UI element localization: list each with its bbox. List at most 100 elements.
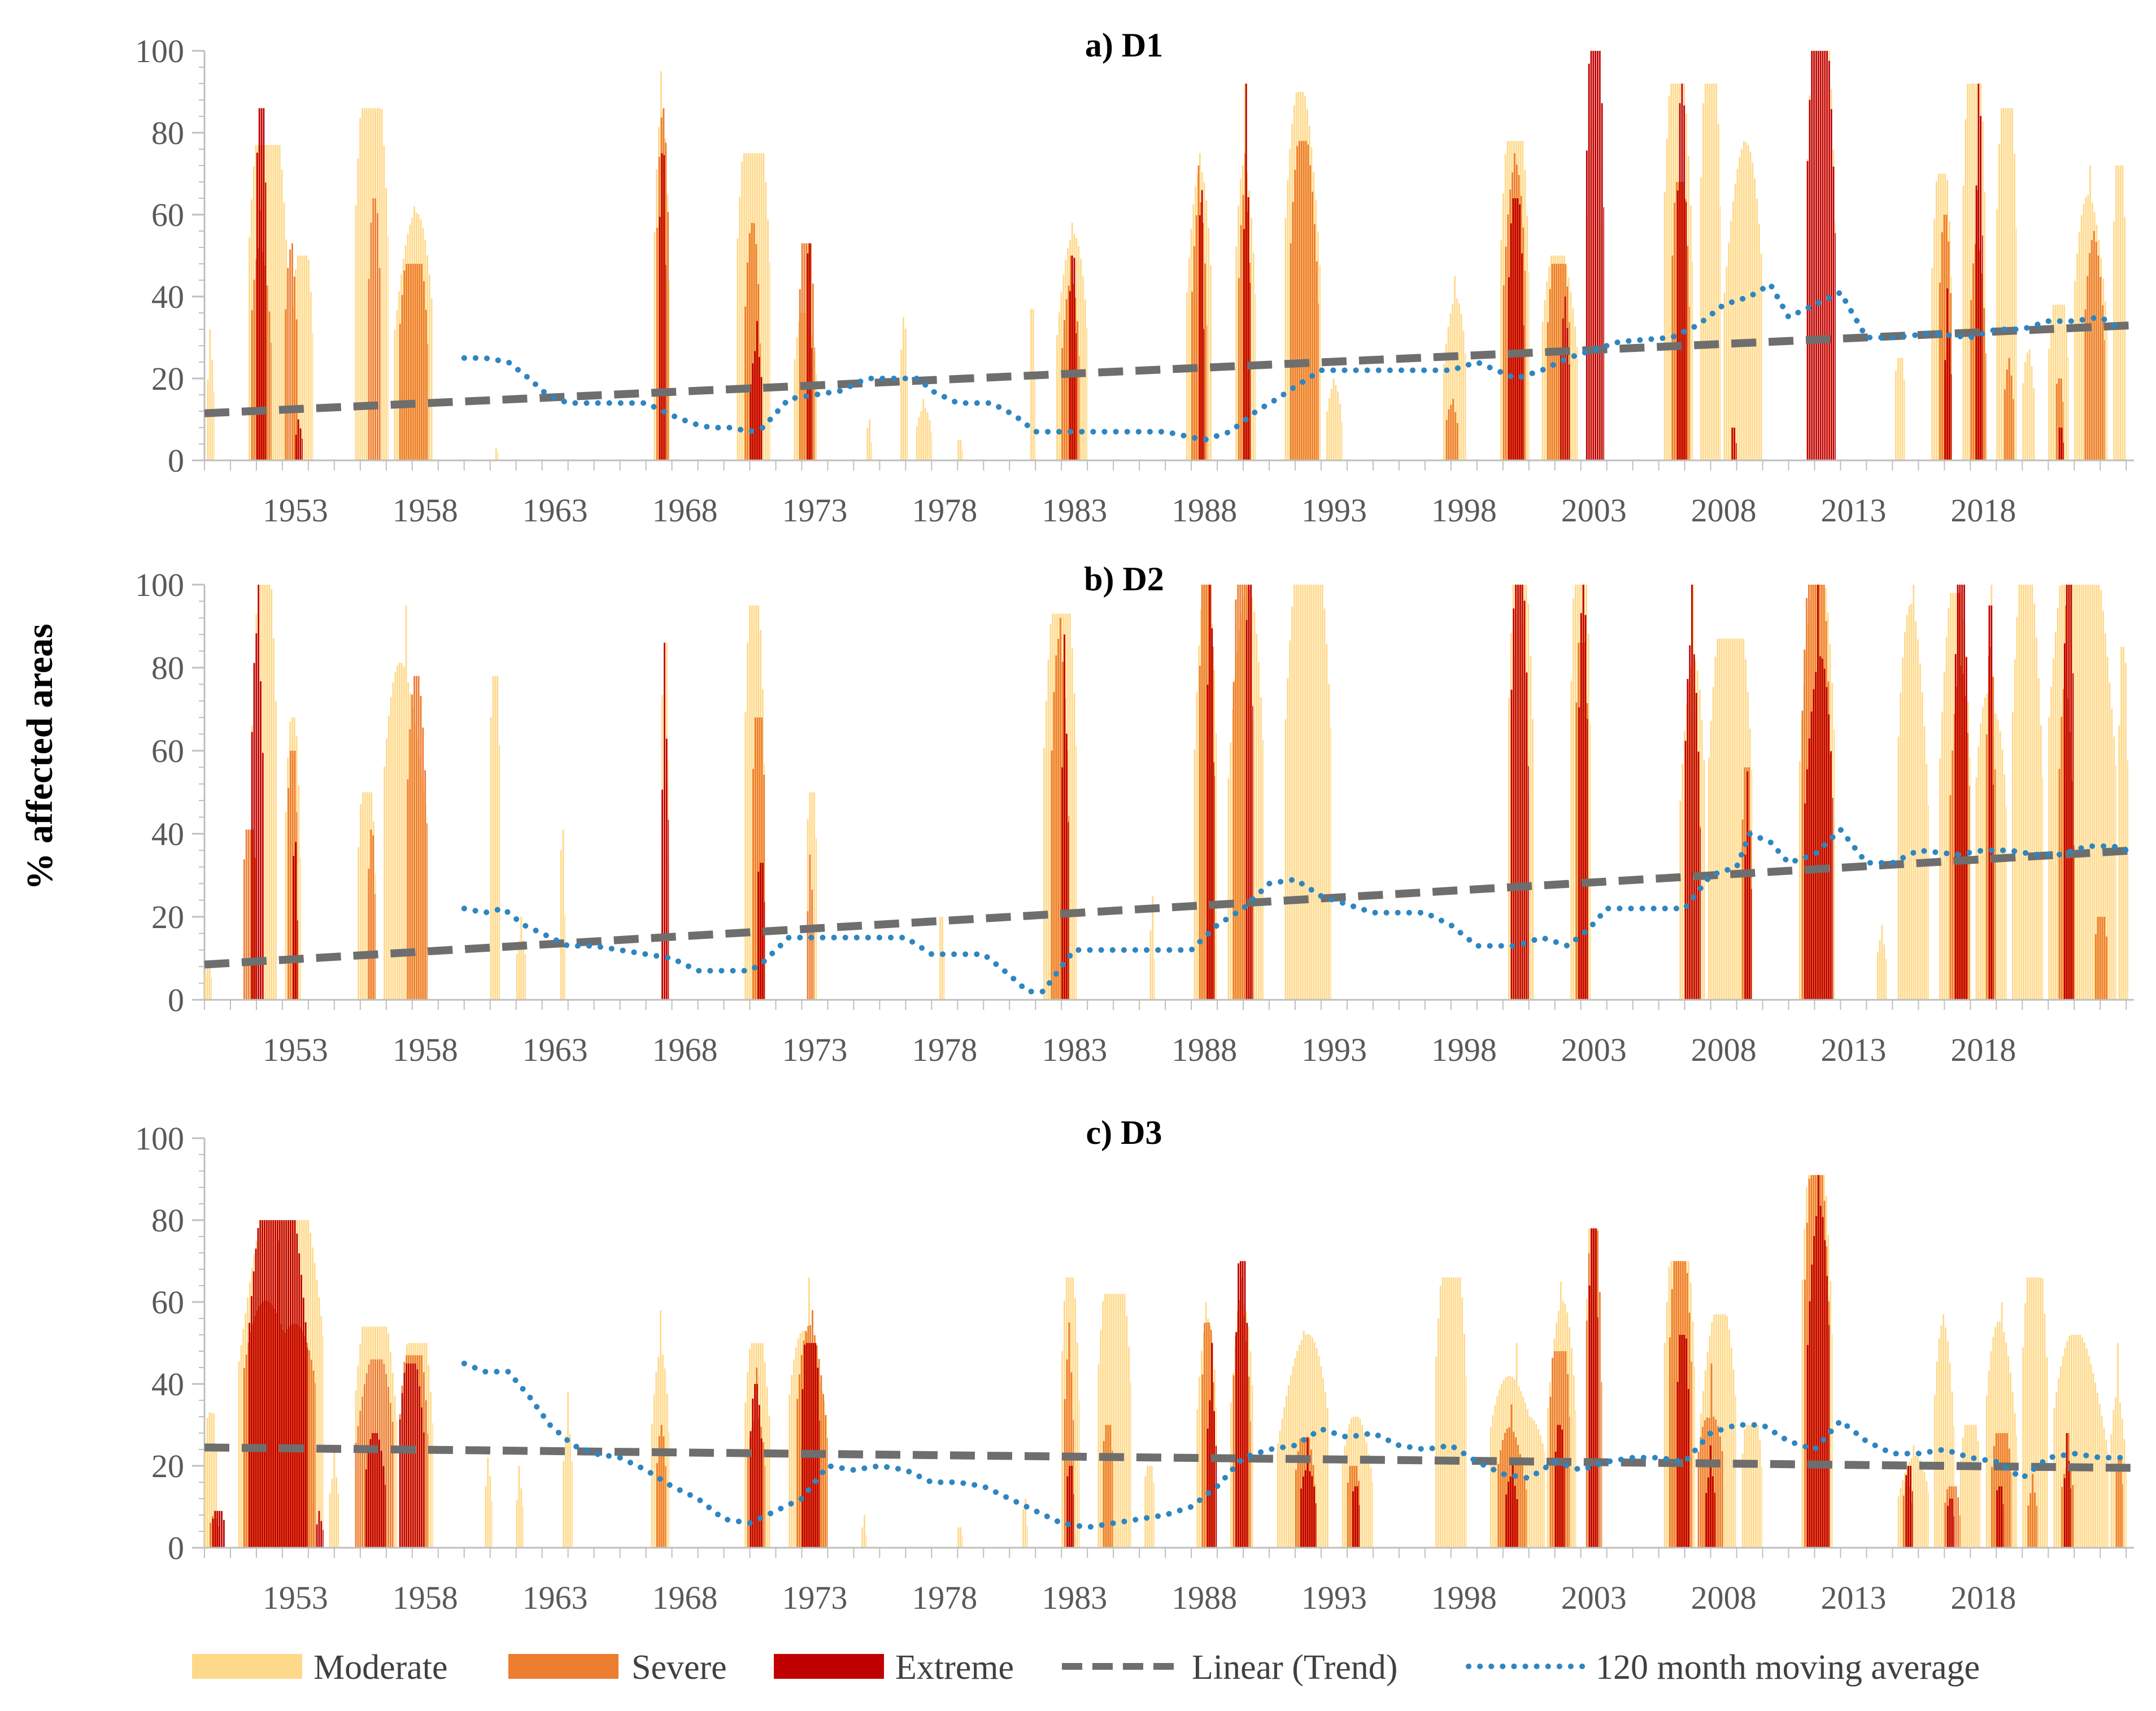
x-tick-label: 1963 (522, 492, 588, 529)
moderate-bar (563, 1461, 565, 1548)
extreme-bar (1069, 1466, 1071, 1548)
extreme-bar (1510, 1476, 1512, 1548)
severe-bar (1954, 714, 1956, 1000)
moderate-bar (2124, 663, 2127, 1000)
extreme-bar (1238, 1263, 1239, 1548)
moderate-bar (1154, 959, 1155, 1000)
severe-bar (304, 1336, 306, 1548)
severe-bar (1556, 1351, 1558, 1548)
extreme-bar (272, 1220, 275, 1548)
extreme-bar (1061, 767, 1064, 1000)
y-tick-label: 60 (151, 733, 184, 769)
moderate-bar (1195, 186, 1197, 460)
severe-bar (1952, 750, 1954, 1000)
moderate-bar (1032, 308, 1034, 460)
moderate-bar (1758, 223, 1760, 460)
moderate-bar (2096, 585, 2098, 1000)
moderate-bar (1962, 1437, 1964, 1548)
extreme-bar (1306, 1437, 1309, 1548)
extreme-bar (1073, 258, 1075, 460)
moderate-bar (1939, 758, 1941, 1000)
moderate-bar (2084, 1342, 2085, 1548)
severe-bar (1064, 320, 1065, 460)
moderate-bar (1749, 151, 1752, 460)
severe-bar (422, 728, 424, 1000)
severe-bar (1955, 1486, 1957, 1548)
x-tick-label: 2018 (1950, 1031, 2016, 1068)
moderate-bar (518, 941, 520, 1000)
extreme-bar (1693, 654, 1695, 1000)
moderate-bar (1576, 585, 1579, 1000)
moderate-bar (2115, 765, 2116, 1000)
x-tick-label: 1968 (652, 492, 718, 529)
severe-bar (387, 1387, 389, 1548)
extreme-bar (811, 347, 812, 460)
extreme-bar (221, 1510, 223, 1548)
moderate-bar (1535, 1423, 1537, 1548)
moderate-bar (1293, 105, 1295, 460)
severe-bar (2006, 369, 2008, 460)
x-tick-label: 1953 (263, 1579, 328, 1616)
extreme-bar (316, 1524, 318, 1548)
x-tick-label: 1958 (393, 1579, 458, 1616)
extreme-bar (1676, 190, 1679, 460)
severe-bar (2072, 1484, 2074, 1548)
moderate-bar (1732, 638, 1733, 1000)
extreme-bar (403, 1373, 406, 1548)
x-tick-label: 1968 (652, 1579, 718, 1616)
extreme-bar (1213, 1411, 1215, 1548)
severe-bar (1704, 1420, 1706, 1548)
extreme-bar (1303, 1476, 1304, 1548)
severe-bar (813, 924, 815, 1000)
moderate-bar (1740, 638, 1743, 1000)
extreme-bar (1819, 656, 1821, 1000)
moderate-bar (1978, 746, 1980, 1000)
moderate-bar (1672, 1261, 1674, 1548)
moderate-bar (1439, 1286, 1441, 1548)
severe-bar (253, 280, 255, 460)
moderate-bar (1685, 703, 1688, 1000)
severe-bar (761, 717, 763, 1000)
severe-bar (368, 868, 370, 1000)
moderate-bar (869, 419, 871, 460)
extreme-bar (764, 902, 765, 1000)
extreme-bar (1826, 51, 1828, 460)
moderate-bar (316, 1279, 318, 1548)
severe-bar (1586, 1320, 1588, 1548)
extreme-bar (423, 1432, 425, 1548)
severe-bar (1522, 227, 1525, 460)
legend: Moderate Severe Extreme Linear (Trend) 120 m… (192, 1648, 1980, 1687)
extreme-bar (1245, 84, 1247, 460)
extreme-bar (295, 434, 297, 460)
moderate-bar (1531, 1417, 1533, 1548)
extreme-bar (1352, 1491, 1354, 1548)
severe-bar (1549, 1396, 1552, 1548)
extreme-bar (1949, 1499, 1951, 1548)
extreme-bar (372, 1433, 374, 1548)
extreme-bar (754, 351, 756, 460)
severe-bar (1960, 665, 1962, 1000)
extreme-bar (808, 1343, 810, 1548)
extreme-bar (2002, 1504, 2004, 1548)
extreme-bar (663, 155, 665, 460)
severe-bar (1109, 1425, 1112, 1548)
moderate-bar (2059, 304, 2061, 460)
moderate-bar (1058, 312, 1060, 460)
moderate-bar (1232, 709, 1234, 1000)
moderate-bar (861, 1527, 864, 1548)
moderate-bar (2105, 1439, 2107, 1548)
moderate-bar (1968, 1425, 1971, 1548)
extreme-bar (270, 1220, 272, 1548)
moderate-bar (1730, 220, 1732, 460)
moderate-bar (242, 1329, 245, 1548)
moderate-bar (1357, 1417, 1359, 1548)
severe-bar (1206, 1322, 1208, 1548)
extreme-bar (1813, 1235, 1815, 1548)
severe-bar (1515, 1437, 1517, 1548)
severe-bar (1970, 299, 1972, 460)
moderate-bar (2039, 1277, 2041, 1548)
moderate-bar (1295, 585, 1297, 1000)
moderate-bar (266, 585, 268, 1000)
moderate-bar (2003, 774, 2006, 1000)
y-tick-label: 40 (151, 816, 184, 852)
